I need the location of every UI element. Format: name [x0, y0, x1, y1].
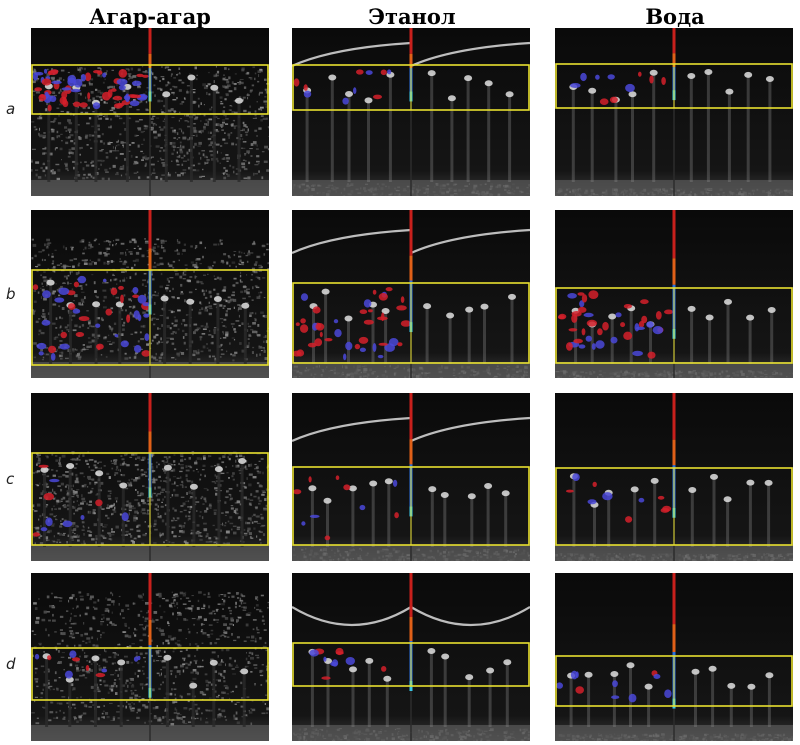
column-title-water: Вода: [645, 4, 705, 29]
ultrasound-image: [555, 210, 793, 378]
ultrasound-image: [555, 393, 793, 561]
doppler-overlay: [556, 670, 672, 703]
ultrasound-image: [31, 28, 269, 196]
column-title-ethanol: Этанол: [368, 4, 456, 29]
doppler-overlay: [566, 473, 672, 523]
ultrasound-image: [555, 573, 793, 741]
speckle-texture: [31, 238, 269, 363]
doppler-overlay: [292, 475, 399, 541]
speckle-texture: [31, 66, 269, 181]
ultrasound-image: [292, 573, 530, 741]
membrane-curve: [292, 416, 530, 443]
ultrasound-image: [31, 210, 269, 378]
ultrasound-panel-a-agar: [31, 28, 269, 196]
doppler-overlay: [570, 71, 666, 105]
ultrasound-image: [31, 573, 269, 741]
doppler-overlay: [32, 275, 151, 361]
bubble-trails: [569, 69, 774, 182]
membrane-curve: [292, 606, 530, 627]
ultrasound-image: [292, 393, 530, 561]
doppler-overlay: [309, 647, 387, 680]
ultrasound-panel-d-agar: [31, 573, 269, 741]
ultrasound-image: [31, 393, 269, 561]
ultrasound-panel-c-ethanol: [292, 393, 530, 561]
ultrasound-image: [555, 28, 793, 196]
bubble-trails: [308, 478, 510, 547]
ultrasound-image: [292, 28, 530, 196]
ultrasound-panel-b-agar: [31, 210, 269, 378]
ultrasound-panel-d-ethanol: [292, 573, 530, 741]
doppler-overlay: [34, 650, 141, 679]
doppler-overlay: [557, 290, 674, 359]
doppler-overlay: [32, 68, 149, 112]
doppler-overlay: [293, 69, 392, 105]
row-label-c: c: [6, 470, 15, 488]
ultrasound-panel-d-water: [555, 573, 793, 741]
bubble-trails: [46, 279, 250, 364]
ultrasound-panel-b-water: [555, 210, 793, 378]
row-label-a: a: [6, 100, 16, 118]
membrane-curve: [292, 41, 530, 68]
ultrasound-panel-b-ethanol: [292, 210, 530, 378]
doppler-overlay: [292, 287, 412, 361]
row-label-b: b: [6, 285, 16, 303]
row-label-d: d: [6, 655, 16, 673]
ultrasound-image: [292, 210, 530, 378]
ultrasound-panel-a-water: [555, 28, 793, 196]
doppler-overlay: [32, 464, 129, 537]
bubble-trails: [309, 288, 516, 364]
ultrasound-panel-c-agar: [31, 393, 269, 561]
ultrasound-panel-a-ethanol: [292, 28, 530, 196]
bubble-trails: [308, 648, 512, 727]
ultrasound-panel-c-water: [555, 393, 793, 561]
column-title-agar: Агар-агар: [89, 4, 211, 29]
membrane-curve: [292, 228, 530, 255]
bubble-trails: [303, 70, 514, 182]
